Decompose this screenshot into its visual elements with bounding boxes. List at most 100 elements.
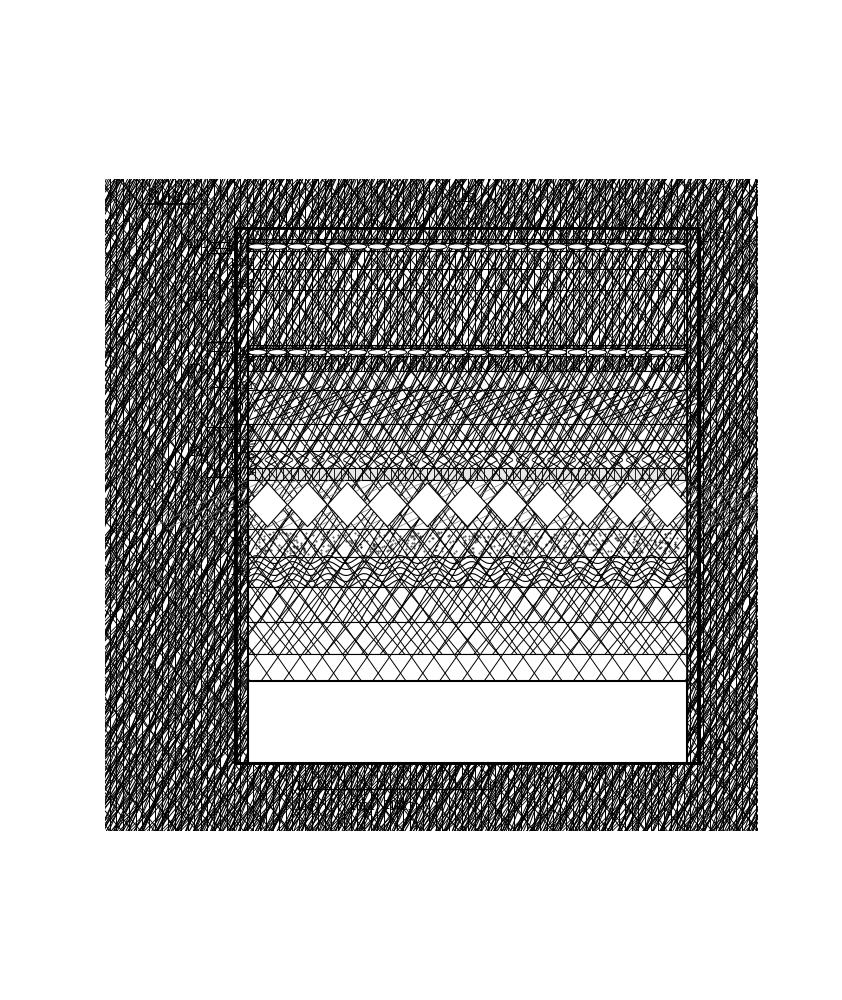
Text: 107d: 107d (229, 424, 256, 434)
Ellipse shape (528, 244, 546, 249)
Ellipse shape (408, 244, 427, 249)
Ellipse shape (429, 350, 446, 355)
Text: 107b: 107b (229, 452, 256, 462)
Polygon shape (568, 483, 607, 527)
Ellipse shape (468, 244, 487, 249)
Text: 109: 109 (187, 363, 210, 376)
Ellipse shape (288, 244, 306, 249)
Ellipse shape (288, 350, 306, 355)
Ellipse shape (349, 350, 366, 355)
Bar (248, 251, 687, 345)
Polygon shape (368, 483, 408, 527)
Bar (248, 622, 687, 654)
Bar (248, 587, 687, 622)
Ellipse shape (388, 350, 407, 355)
Text: 104: 104 (229, 565, 252, 578)
Text: 107a: 107a (229, 467, 255, 477)
Ellipse shape (568, 244, 587, 249)
Ellipse shape (248, 350, 267, 355)
Ellipse shape (589, 350, 606, 355)
Ellipse shape (349, 244, 366, 249)
Bar (248, 424, 687, 440)
Polygon shape (528, 483, 568, 527)
Bar (248, 468, 687, 480)
Ellipse shape (628, 350, 647, 355)
Ellipse shape (448, 350, 466, 355)
Bar (248, 681, 687, 763)
Ellipse shape (328, 244, 347, 249)
Ellipse shape (468, 350, 487, 355)
Text: 1022: 1022 (350, 802, 376, 812)
Bar (236, 228, 248, 763)
Text: 111b: 111b (226, 243, 253, 253)
Bar (248, 622, 687, 654)
Polygon shape (488, 483, 527, 527)
Ellipse shape (308, 350, 327, 355)
Bar (248, 356, 687, 371)
Text: 1031: 1031 (707, 232, 733, 242)
Text: 106: 106 (229, 498, 252, 511)
Bar (248, 390, 687, 424)
Text: 1031: 1031 (229, 279, 256, 289)
Bar (687, 228, 699, 763)
Bar (248, 345, 687, 348)
Ellipse shape (488, 244, 507, 249)
Ellipse shape (608, 350, 626, 355)
Polygon shape (608, 483, 647, 527)
Bar (248, 654, 687, 681)
Ellipse shape (308, 244, 327, 249)
Text: 1091: 1091 (229, 381, 256, 391)
Polygon shape (408, 483, 447, 527)
Bar (248, 529, 687, 557)
Text: 1092: 1092 (229, 353, 256, 363)
Bar (248, 251, 687, 345)
Bar (236, 228, 699, 763)
Polygon shape (248, 483, 287, 527)
Ellipse shape (368, 350, 386, 355)
Ellipse shape (568, 350, 587, 355)
Bar (687, 228, 699, 763)
Bar (236, 228, 248, 763)
Bar (687, 228, 699, 763)
Ellipse shape (509, 350, 526, 355)
Bar (248, 654, 687, 681)
Ellipse shape (488, 350, 507, 355)
Text: 112: 112 (455, 192, 477, 205)
Ellipse shape (269, 350, 286, 355)
Ellipse shape (328, 350, 347, 355)
Ellipse shape (648, 244, 667, 249)
Polygon shape (647, 483, 687, 527)
Ellipse shape (589, 244, 606, 249)
Bar (248, 451, 687, 468)
Ellipse shape (408, 350, 427, 355)
Text: 111a: 111a (226, 236, 253, 246)
Bar (248, 440, 687, 451)
Bar (248, 654, 687, 681)
Text: 111a: 111a (229, 347, 255, 357)
Ellipse shape (669, 350, 686, 355)
Text: 1021: 1021 (295, 802, 321, 812)
Bar (248, 371, 687, 390)
Ellipse shape (248, 244, 267, 249)
Text: 107c: 107c (229, 439, 255, 449)
Ellipse shape (548, 244, 567, 249)
Ellipse shape (368, 244, 386, 249)
Bar (236, 228, 248, 763)
Ellipse shape (388, 244, 407, 249)
Bar (248, 243, 687, 251)
Text: 1023: 1023 (389, 802, 415, 812)
Bar (248, 424, 687, 440)
Text: 111: 111 (187, 238, 210, 251)
Bar (248, 228, 687, 239)
Text: 101: 101 (707, 740, 729, 753)
Text: 102: 102 (383, 799, 405, 812)
Polygon shape (288, 483, 328, 527)
Ellipse shape (648, 350, 667, 355)
Bar (248, 622, 687, 654)
Ellipse shape (628, 244, 647, 249)
Bar (248, 356, 687, 371)
Bar (248, 440, 687, 451)
Bar (248, 480, 687, 529)
Text: 1031: 1031 (229, 258, 256, 268)
Ellipse shape (429, 244, 446, 249)
